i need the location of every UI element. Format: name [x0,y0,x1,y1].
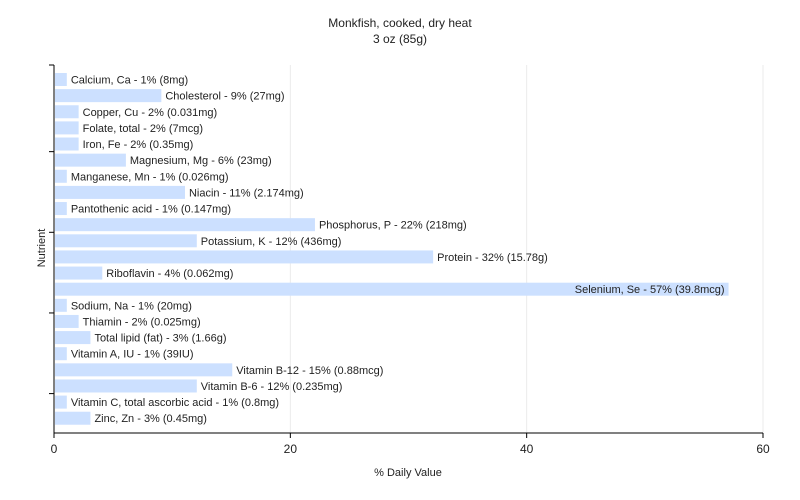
chart-subtitle: 3 oz (85g) [372,32,428,46]
bar [55,282,729,296]
bar [55,250,434,264]
axes: 0 20 40 60 [49,64,770,456]
bar-label: Potassium, K - 12% (436mg) [201,236,342,248]
bar-label: Iron, Fe - 2% (0.35mg) [83,139,194,151]
bar [55,218,315,232]
bar [55,347,67,361]
bar [55,234,197,248]
bar-label: Copper, Cu - 2% (0.031mg) [83,107,218,119]
bar-label: Protein - 32% (15.78g) [437,252,548,264]
bar-label: Vitamin B-12 - 15% (0.88mcg) [236,365,383,377]
bar-label: Sodium, Na - 1% (20mg) [71,300,192,312]
bar-label: Pantothenic acid - 1% (0.147mg) [71,204,231,216]
bar-label: Selenium, Se - 57% (39.8mcg) [575,284,725,296]
bar [55,185,185,199]
x-tick-label: 20 [284,442,298,456]
bar [55,395,67,409]
x-tick-label: 40 [520,442,534,456]
bar [55,202,67,216]
bar-label: Folate, total - 2% (7mcg) [83,123,203,135]
y-axis-label: Nutrient [36,229,48,268]
bar-label: Vitamin A, IU - 1% (39IU) [71,349,194,361]
bar-label: Riboflavin - 4% (0.062mg) [106,268,233,280]
grid-lines [289,65,764,433]
bar [55,89,162,103]
bar [55,314,79,328]
bar-label: Total lipid (fat) - 3% (1.66g) [94,333,226,345]
bar-label: Cholesterol - 9% (27mg) [165,91,284,103]
bar [55,363,233,377]
bars: Calcium, Ca - 1% (8mg) Cholesterol - 9% (… [55,73,729,425]
bar [55,153,126,167]
bar [55,169,67,183]
bar-label: Vitamin B-6 - 12% (0.235mg) [201,381,343,393]
chart-title: Monkfish, cooked, dry heat [328,16,472,30]
bar-label: Thiamin - 2% (0.025mg) [83,316,201,328]
bar-label: Niacin - 11% (2.174mg) [189,187,304,199]
bar-label: Vitamin C, total ascorbic acid - 1% (0.8… [71,397,279,409]
bar [55,379,197,393]
bar-label: Magnesium, Mg - 6% (23mg) [130,155,272,167]
bar [55,105,79,119]
bar-label: Manganese, Mn - 1% (0.026mg) [71,171,229,183]
x-axis-label: % Daily Value [374,467,442,479]
bar [55,298,67,312]
bar [55,137,79,151]
bar-label: Phosphorus, P - 22% (218mg) [319,220,467,232]
bar-label: Calcium, Ca - 1% (8mg) [71,75,188,87]
bar [55,331,91,345]
x-tick-label: 60 [756,442,770,456]
bar [55,266,103,280]
bar [55,411,91,425]
x-tick-label: 0 [51,442,58,456]
bar [55,121,79,135]
bar [55,73,67,86]
bar-label: Zinc, Zn - 3% (0.45mg) [94,413,206,425]
